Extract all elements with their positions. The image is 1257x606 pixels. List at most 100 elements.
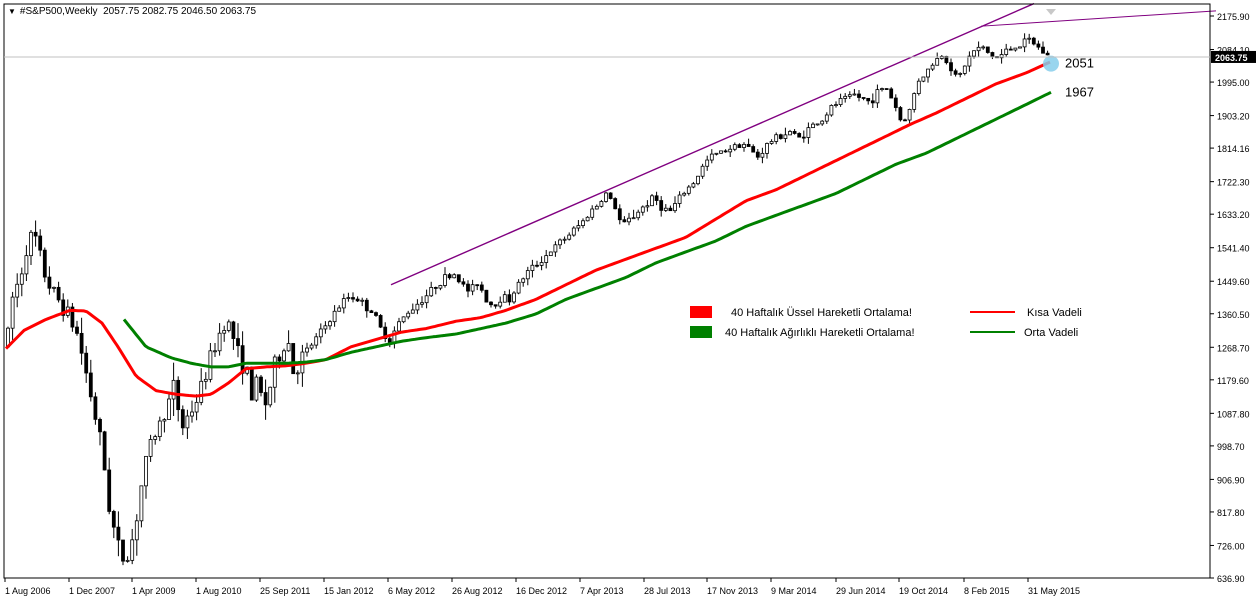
candles-layer <box>6 33 1050 566</box>
candle-body <box>976 46 981 52</box>
trendline[interactable] <box>980 10 1217 27</box>
x-tick-label: 16 Dec 2012 <box>516 586 567 596</box>
candle-body <box>732 144 737 150</box>
candle-body <box>774 134 779 142</box>
candle-body <box>75 326 79 334</box>
candle-body <box>305 347 309 353</box>
candle-body <box>751 146 756 153</box>
candle-body <box>295 372 300 375</box>
candle-body <box>484 289 489 303</box>
candle-body <box>433 287 438 289</box>
axes-layer: 2175.90 2084.10 1995.00 1903.20 1814.16 1722.… <box>3 3 1256 596</box>
legend-swatch <box>690 306 712 318</box>
candle-body <box>949 62 953 72</box>
candle-body <box>778 134 783 139</box>
candle-body <box>783 134 788 139</box>
candle-body <box>705 159 710 167</box>
candle-body <box>24 255 29 275</box>
candle-body <box>604 192 608 202</box>
candle-body <box>801 136 806 139</box>
candle-body <box>144 455 148 487</box>
current-price-label: 2063.75 <box>1215 53 1248 63</box>
candle-body <box>111 511 116 528</box>
candle-body <box>502 294 507 303</box>
moving-average-layer <box>4 60 1052 398</box>
candle-body <box>981 46 986 49</box>
candle-body <box>98 418 102 433</box>
candle-body <box>369 310 374 314</box>
candle-body <box>15 283 20 298</box>
candle-body <box>512 292 516 303</box>
candle-body <box>617 208 622 221</box>
candle-body <box>677 194 682 204</box>
wma-value-label: 1967 <box>1065 84 1094 99</box>
candle-body <box>249 366 254 401</box>
candle-body <box>456 274 461 283</box>
candle-body <box>429 287 434 297</box>
scroll-marker-icon[interactable] <box>1046 9 1056 15</box>
candle-body <box>544 255 549 263</box>
candle-body <box>70 306 75 328</box>
candle-body <box>820 120 825 125</box>
y-tick-label: 1541.40 <box>1217 244 1250 254</box>
candle-body <box>291 343 296 375</box>
candle-body <box>967 55 972 67</box>
candle-body <box>806 127 811 138</box>
x-tick-label: 15 Jan 2012 <box>324 586 374 596</box>
candle-body <box>259 376 263 393</box>
candle-body <box>332 310 337 323</box>
candle-body <box>985 46 990 53</box>
x-tick-label: 19 Oct 2014 <box>899 586 948 596</box>
candle-body <box>585 216 590 222</box>
candle-body <box>926 68 930 78</box>
candle-body <box>341 298 346 309</box>
x-tick-label: 31 May 2015 <box>1028 586 1080 596</box>
trendline[interactable] <box>390 2 1035 286</box>
candle-body <box>162 419 167 422</box>
candle-body <box>714 152 719 155</box>
candle-body <box>282 350 286 362</box>
y-tick-label: 2175.90 <box>1217 12 1250 22</box>
candle-body <box>668 207 673 212</box>
y-tick-label: 817.80 <box>1217 508 1245 518</box>
candle-body <box>102 431 107 471</box>
candle-body <box>19 273 24 285</box>
candle-body <box>364 299 369 312</box>
overlay-layer: 2051 1967 <box>1043 9 1094 99</box>
candle-body <box>470 284 475 292</box>
candle-body <box>507 294 512 303</box>
candle-body <box>797 133 802 138</box>
candle-body <box>719 150 723 154</box>
candle-body <box>990 52 995 57</box>
candle-body <box>953 70 958 75</box>
candle-body <box>328 321 332 327</box>
candle-body <box>870 100 875 104</box>
candle-body <box>631 217 636 220</box>
candle-body <box>121 539 125 562</box>
legend-text: 40 Haftalık Ağırlıklı Hareketli Ortalama… <box>725 327 915 339</box>
candle-body <box>571 227 576 236</box>
candle-body <box>553 244 558 253</box>
x-tick-label: 7 Apr 2013 <box>580 586 624 596</box>
candle-body <box>360 299 365 302</box>
candle-body <box>397 321 401 332</box>
y-tick-label: 636.90 <box>1217 574 1245 584</box>
candle-body <box>337 307 342 312</box>
x-tick-label: 1 Aug 2006 <box>5 586 51 596</box>
y-tick-label: 1903.20 <box>1217 112 1250 122</box>
x-tick-label: 29 Jun 2014 <box>836 586 886 596</box>
candle-body <box>88 372 93 398</box>
candle-body <box>190 411 194 417</box>
candle-body <box>199 380 204 403</box>
candle-body <box>236 338 240 347</box>
candle-body <box>709 153 714 161</box>
candle-body <box>479 284 484 291</box>
x-tick-label: 26 Aug 2012 <box>452 586 503 596</box>
legend: 40 Haftalık Üssel Hareketli Ortalama! Kıs… <box>690 306 1082 339</box>
collapse-triangle-icon[interactable]: ▼ <box>8 7 16 16</box>
candle-body <box>493 304 498 307</box>
candle-body <box>847 94 852 97</box>
candle-body <box>323 325 328 330</box>
